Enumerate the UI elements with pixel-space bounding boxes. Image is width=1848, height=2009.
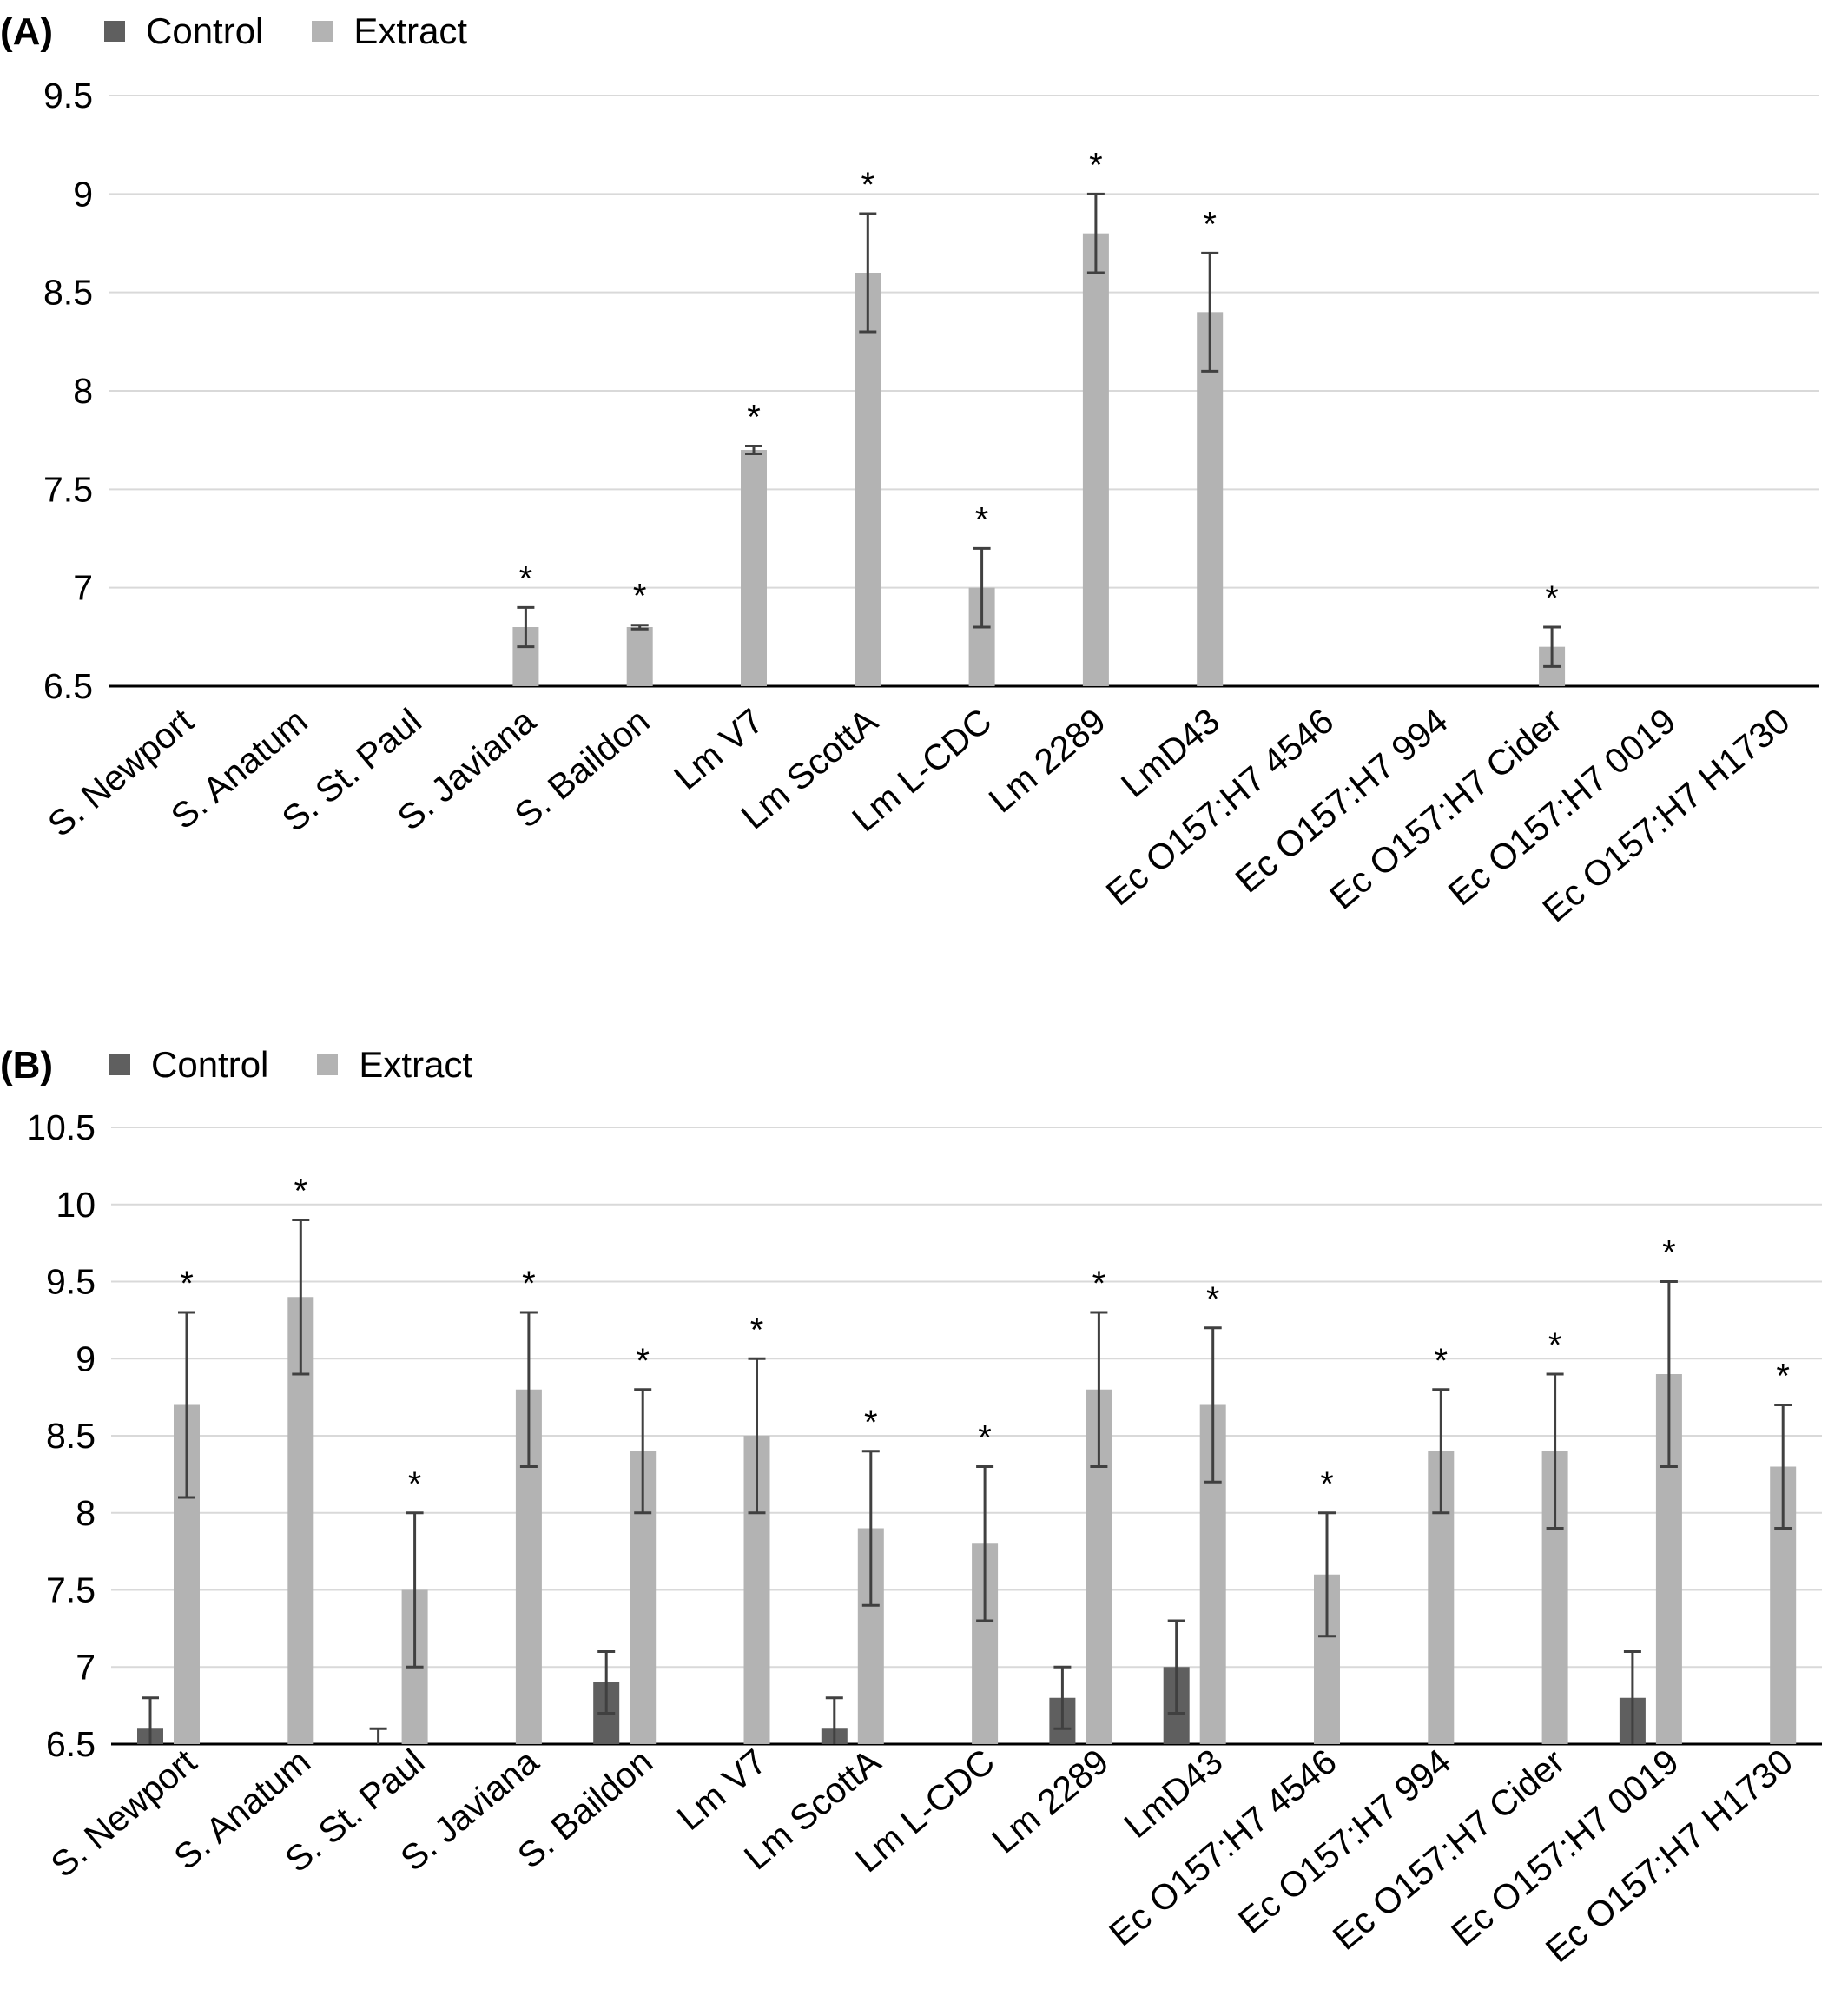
bar-group-ec-o157-h7-994: * — [1428, 1342, 1455, 1744]
panel-label: (B) — [0, 1044, 54, 1087]
chart-panel-b: (B) Control Extract 6.5 7 7.5 8 8.5 9 9.5 10 10.… — [0, 1034, 1848, 2009]
y-tick-label: 8.5 — [46, 1416, 96, 1456]
legend-swatch-extract — [317, 1054, 339, 1075]
x-tick-label: Lm V7 — [666, 701, 770, 797]
bar-group-ec-o157-h7-h1730: * — [1770, 1358, 1797, 1744]
significance-marker: * — [522, 1265, 536, 1303]
y-tick-label: 9.5 — [46, 1262, 96, 1302]
bar-group-lmd43: * — [1197, 205, 1224, 686]
y-tick-label: 7 — [76, 1647, 96, 1687]
significance-marker: * — [636, 1342, 650, 1380]
y-tick-label: 9 — [73, 174, 93, 214]
bar-group-ec-o157-h7-cider: * — [1541, 1326, 1568, 1744]
bar-group-s-javiana: * — [515, 1265, 542, 1744]
significance-marker: * — [861, 166, 875, 204]
y-tick-label: 7 — [73, 568, 93, 608]
legend-swatch-control — [109, 1054, 130, 1075]
y-tick-label: 7.5 — [43, 469, 93, 509]
bar-group-ec-o157-h7-4546: * — [1314, 1465, 1340, 1744]
bar-group-s-newport: * — [137, 1265, 200, 1744]
legend-swatch-extract — [312, 21, 333, 42]
bar-group-s-anatum: * — [287, 1173, 314, 1744]
y-tick-label: 9 — [76, 1338, 96, 1378]
bar-extract — [1082, 233, 1109, 687]
legend-label-extract: Extract — [353, 10, 468, 51]
bar-group-lm-v7: * — [741, 398, 767, 686]
significance-marker: * — [180, 1265, 194, 1303]
bar-group-ec-o157-h7-cider: * — [1539, 579, 1566, 686]
legend-item-control: Control — [104, 10, 263, 52]
bar-group-s-javiana: * — [512, 559, 539, 686]
bar-group-lmd43: * — [1163, 1280, 1226, 1744]
bar-group-lm-l-cdc: * — [972, 1419, 999, 1744]
legend-label-control: Control — [146, 10, 264, 51]
x-tick-label: Lm 2289 — [981, 701, 1113, 821]
bar-group-s-baildon: * — [593, 1342, 657, 1744]
significance-marker: * — [750, 1311, 764, 1349]
y-tick-label: 9.5 — [43, 76, 93, 116]
bar-extract — [741, 450, 767, 686]
bar-extract — [626, 627, 653, 686]
significance-marker: * — [1203, 205, 1217, 243]
bar-extract — [855, 273, 881, 686]
legend-item-control: Control — [109, 1044, 268, 1086]
legend: Control Extract — [109, 1044, 521, 1086]
significance-marker: * — [1545, 579, 1559, 618]
chart-panel-a: (A) Control Extract 6.5 7 7.5 8 8.5 9 9.5 S. Ne… — [0, 0, 1848, 999]
y-tick-label: 8 — [76, 1493, 96, 1533]
legend-label-control: Control — [151, 1044, 269, 1085]
legend-label-extract: Extract — [359, 1044, 473, 1085]
significance-marker: * — [408, 1465, 422, 1503]
significance-marker: * — [747, 398, 761, 436]
significance-marker: * — [1320, 1465, 1334, 1503]
y-tick-label: 10 — [56, 1185, 96, 1225]
panel-label: (A) — [0, 10, 54, 53]
bar-group-lm-v7: * — [743, 1311, 770, 1744]
bar-extract — [1197, 312, 1224, 686]
bar-group-s-st-paul: * — [369, 1465, 428, 1744]
y-tick-label: 6.5 — [43, 666, 93, 706]
bar-group-ec-o157-h7-0019: * — [1619, 1234, 1682, 1744]
y-tick-label: 10.5 — [26, 1107, 96, 1147]
significance-marker: * — [864, 1404, 878, 1442]
significance-marker: * — [1548, 1326, 1562, 1365]
significance-marker: * — [519, 559, 533, 598]
legend-item-extract: Extract — [317, 1044, 472, 1086]
significance-marker: * — [633, 578, 647, 616]
significance-marker: * — [1435, 1342, 1449, 1380]
significance-marker: * — [975, 500, 989, 539]
legend-swatch-control — [104, 21, 125, 42]
x-tick-label: Lm 2289 — [984, 1741, 1116, 1861]
significance-marker: * — [1206, 1280, 1220, 1318]
y-tick-label: 6.5 — [46, 1724, 96, 1764]
bar-group-s-baildon: * — [626, 578, 653, 686]
significance-marker: * — [1776, 1358, 1790, 1396]
significance-marker: * — [1092, 1265, 1106, 1303]
bar-group-lm-2289: * — [1049, 1265, 1112, 1744]
y-tick-label: 7.5 — [46, 1570, 96, 1610]
y-tick-label: 8.5 — [43, 273, 93, 313]
y-tick-label: 8 — [73, 371, 93, 411]
x-tick-label: Lm V7 — [670, 1741, 774, 1838]
legend-item-extract: Extract — [312, 10, 467, 52]
legend: Control Extract — [104, 10, 516, 52]
bar-group-lm-scotta: * — [855, 166, 881, 686]
significance-marker: * — [978, 1419, 992, 1457]
significance-marker: * — [1662, 1234, 1676, 1272]
significance-marker: * — [294, 1173, 308, 1211]
bar-group-lm-l-cdc: * — [968, 500, 995, 686]
significance-marker: * — [1089, 146, 1103, 184]
bar-group-lm-scotta: * — [821, 1404, 884, 1744]
bar-group-lm-2289: * — [1082, 146, 1109, 687]
